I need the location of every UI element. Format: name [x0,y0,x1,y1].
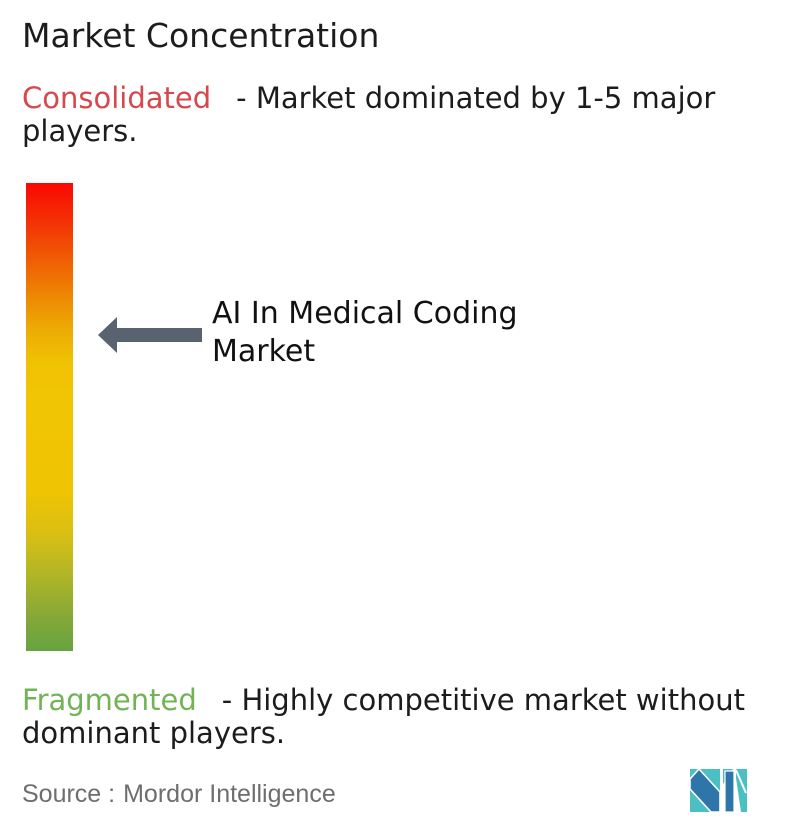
consolidated-term: Consolidated [22,81,212,115]
concentration-gradient-bar [26,183,73,651]
fragmented-paragraph: Fragmented - Highly competitive market wi… [22,684,782,750]
mordor-intelligence-logo-icon [690,769,747,812]
source-label: Source : [22,780,116,808]
market-pointer-label: AI In Medical Coding Market [212,296,518,369]
left-arrow-icon [98,317,202,353]
page-title: Market Concentration [22,16,380,55]
consolidated-description: - Market dominated by 1-5 major players. [22,81,716,148]
consolidated-paragraph: Consolidated - Market dominated by 1-5 ma… [22,82,770,148]
fragmented-description: - Highly competitive market without domi… [22,683,745,750]
source-value: Mordor Intelligence [123,780,336,808]
source-attribution: Source : Mordor Intelligence [22,780,336,809]
fragmented-term: Fragmented [22,683,197,717]
